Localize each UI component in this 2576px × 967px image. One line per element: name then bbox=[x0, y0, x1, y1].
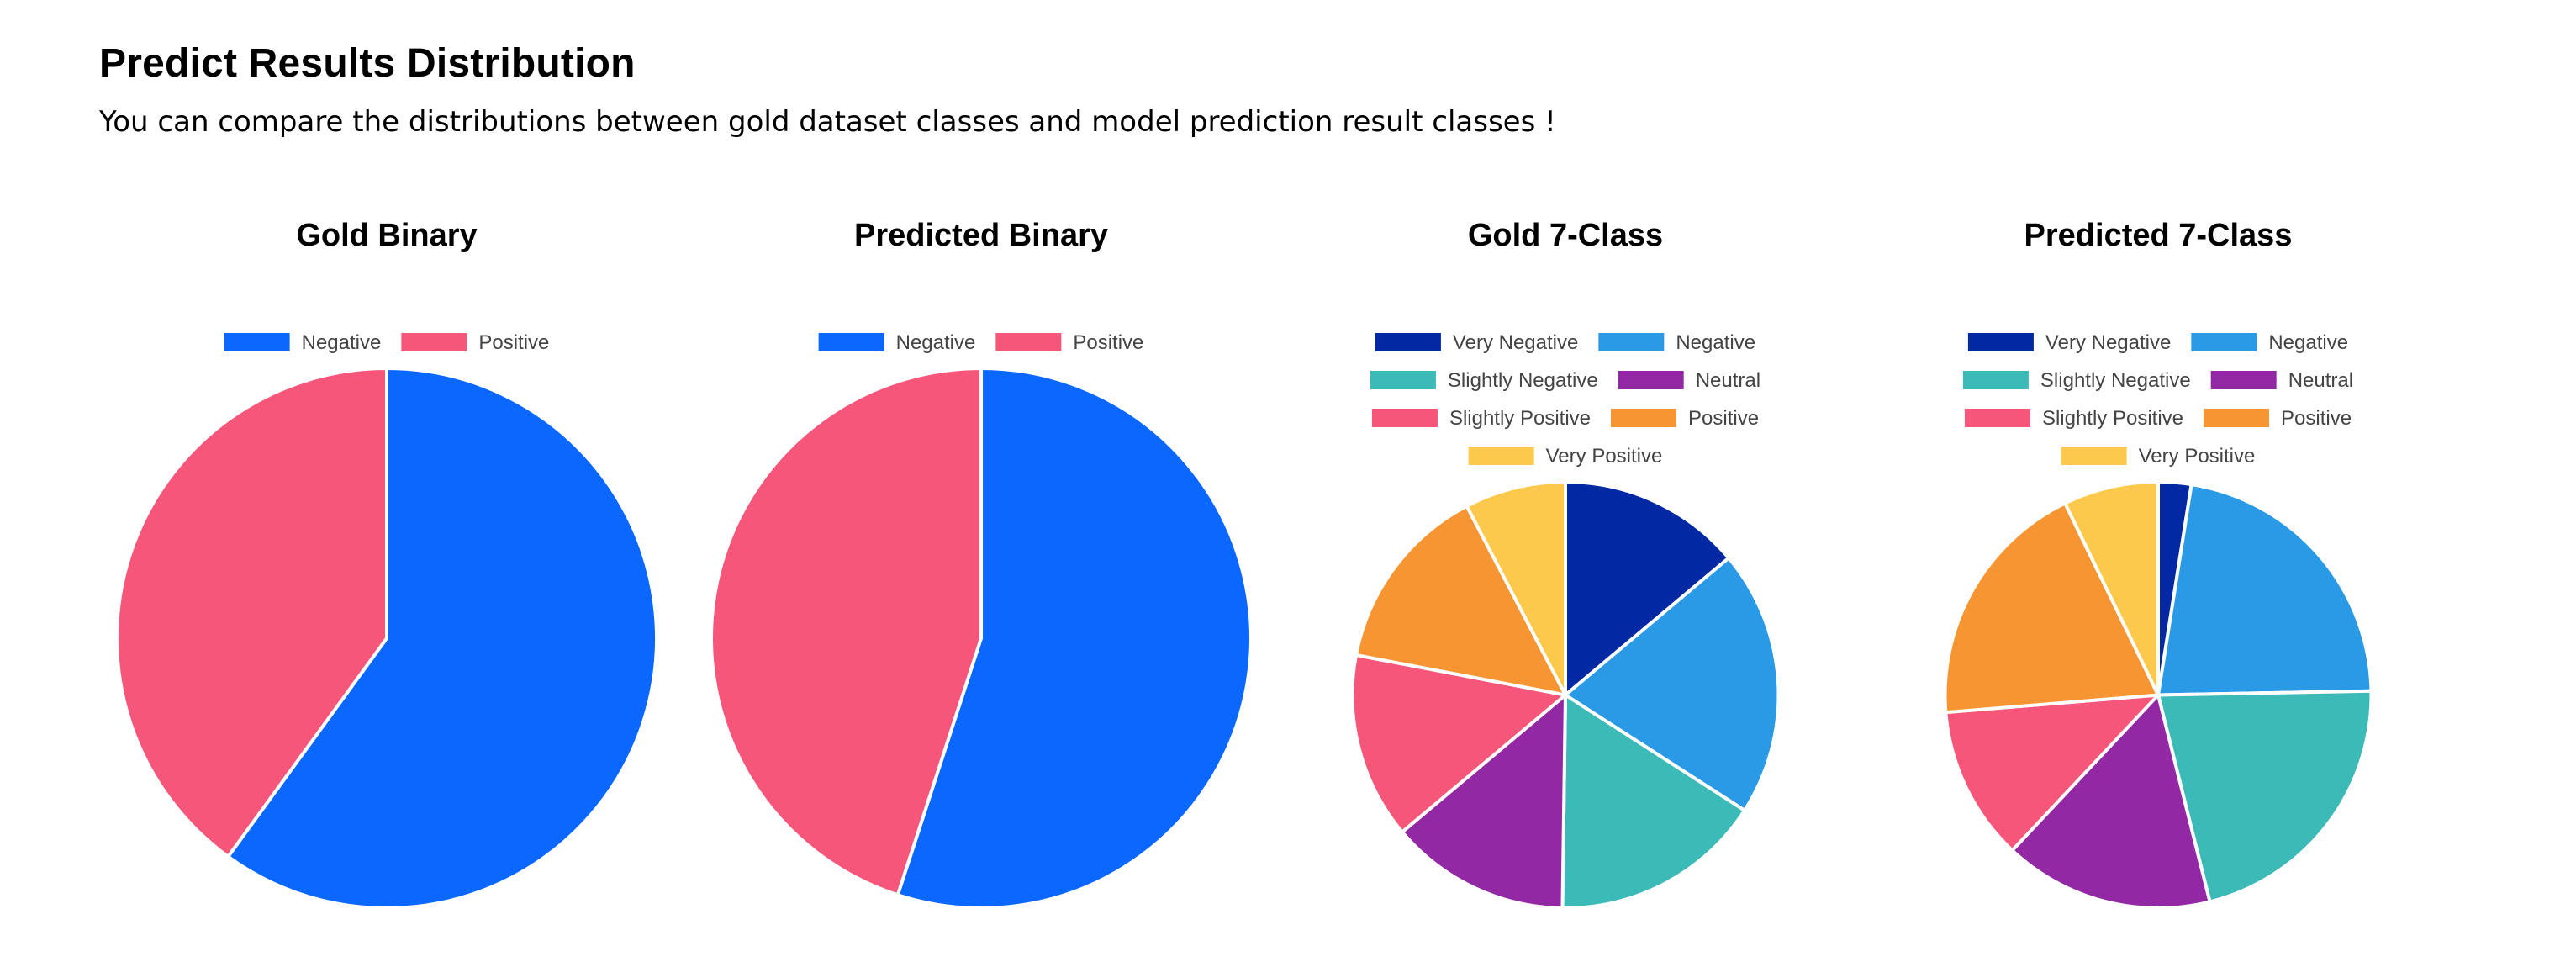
gold-7-class-legend-swatch-slightly-positive[interactable] bbox=[1371, 409, 1438, 427]
page-title: Predict Results Distribution bbox=[99, 41, 636, 86]
gold-7-class-chart-title: Gold 7-Class bbox=[1468, 218, 1663, 253]
predicted-7-class-legend-label-slightly-positive[interactable]: Slightly Positive bbox=[2042, 407, 2183, 430]
gold-binary-legend-label-positive[interactable]: Positive bbox=[478, 331, 549, 354]
gold-7-class-legend-label-neutral[interactable]: Neutral bbox=[1696, 369, 1760, 392]
page-subtitle: You can compare the distributions betwee… bbox=[99, 105, 1556, 139]
predicted-7-class-legend-label-very-negative[interactable]: Very Negative bbox=[2045, 331, 2171, 354]
gold-7-class-legend-label-slightly-positive[interactable]: Slightly Positive bbox=[1449, 407, 1591, 430]
page-header: Predict Results Distribution You can com… bbox=[99, 37, 2453, 141]
gold-binary-legend-label-negative[interactable]: Negative bbox=[302, 331, 382, 354]
predicted-binary-slice-positive[interactable] bbox=[710, 367, 983, 897]
predicted-7-class-slice-negative[interactable] bbox=[2156, 483, 2373, 697]
predicted-7-class-legend-swatch-very-positive[interactable] bbox=[2061, 447, 2127, 465]
predicted-7-class-slice-slightly-positive[interactable] bbox=[1944, 693, 2160, 853]
predicted-7-class-legend-label-slightly-negative[interactable]: Slightly Negative bbox=[2040, 369, 2191, 392]
predicted-binary-legend-label-positive[interactable]: Positive bbox=[1073, 331, 1143, 354]
predicted-7-class-legend-label-very-positive[interactable]: Very Positive bbox=[2139, 445, 2256, 468]
gold-binary-pie-chart: Gold Binary Negative Positive bbox=[115, 218, 658, 910]
gold-7-class-slice-neutral[interactable] bbox=[1400, 693, 1567, 910]
gold-binary-slice-negative[interactable] bbox=[226, 367, 658, 910]
gold-7-class-legend-swatch-positive[interactable] bbox=[1611, 409, 1677, 427]
gold-7-class-legend-label-slightly-negative[interactable]: Slightly Negative bbox=[1448, 369, 1598, 392]
gold-7-class-slice-very-positive[interactable] bbox=[1465, 480, 1567, 697]
gold-7-class-slice-positive[interactable] bbox=[1354, 504, 1567, 697]
gold-7-class-legend-label-positive[interactable]: Positive bbox=[1688, 407, 1759, 430]
charts-row: Gold Binary Negative Positive Predicted Bi… bbox=[0, 193, 2576, 933]
gold-binary-chart-title: Gold Binary bbox=[296, 218, 477, 253]
predicted-7-class-legend-swatch-neutral[interactable] bbox=[2210, 371, 2277, 389]
predicted-7-class-slice-very-positive[interactable] bbox=[2063, 480, 2160, 697]
gold-binary-legend-swatch-negative[interactable] bbox=[224, 333, 290, 351]
predicted-7-class-chart-title: Predicted 7-Class bbox=[2024, 218, 2293, 253]
predicted-7-class-legend-swatch-positive[interactable] bbox=[2204, 409, 2270, 427]
gold-7-class-legend-label-negative[interactable]: Negative bbox=[1676, 331, 1755, 354]
predicted-binary-legend-swatch-positive[interactable] bbox=[995, 333, 1062, 351]
gold-7-class-slice-negative[interactable] bbox=[1564, 556, 1781, 812]
gold-7-class-legend-label-very-positive[interactable]: Very Positive bbox=[1546, 445, 1663, 468]
predicted-7-class-legend-swatch-slightly-negative[interactable] bbox=[1962, 371, 2029, 389]
predicted-7-class-slice-neutral[interactable] bbox=[2010, 693, 2212, 910]
predicted-binary-slice-negative[interactable] bbox=[895, 367, 1253, 910]
predicted-binary-pie-chart: Predicted Binary Negative Positive bbox=[710, 218, 1253, 910]
gold-binary-legend-swatch-positive[interactable] bbox=[401, 333, 467, 351]
predicted-7-class-legend-label-positive[interactable]: Positive bbox=[2281, 407, 2352, 430]
gold-7-class-legend-label-very-negative[interactable]: Very Negative bbox=[1453, 331, 1578, 354]
gold-7-class-slice-slightly-positive[interactable] bbox=[1350, 653, 1567, 834]
gold-7-class-legend-swatch-slightly-negative[interactable] bbox=[1370, 371, 1436, 389]
gold-7-class-slice-slightly-negative[interactable] bbox=[1560, 693, 1747, 910]
predicted-binary-legend-swatch-negative[interactable] bbox=[818, 333, 884, 351]
gold-7-class-legend-swatch-negative[interactable] bbox=[1598, 333, 1665, 351]
gold-binary-slice-positive[interactable] bbox=[115, 367, 388, 859]
predicted-7-class-legend-label-negative[interactable]: Negative bbox=[2268, 331, 2348, 354]
gold-7-class-pie-chart: Gold 7-Class Very Negative Negative Slightl… bbox=[1350, 218, 1781, 910]
predicted-7-class-slice-positive[interactable] bbox=[1943, 501, 2160, 715]
gold-7-class-legend-swatch-very-negative[interactable] bbox=[1375, 333, 1441, 351]
predicted-7-class-legend-swatch-negative[interactable] bbox=[2191, 333, 2257, 351]
gold-7-class-slice-very-negative[interactable] bbox=[1564, 480, 1731, 697]
predicted-7-class-legend-swatch-slightly-positive[interactable] bbox=[1964, 409, 2030, 427]
gold-7-class-legend-swatch-neutral[interactable] bbox=[1618, 371, 1684, 389]
predicted-7-class-legend-swatch-very-negative[interactable] bbox=[1967, 333, 2034, 351]
predicted-7-class-slice-slightly-negative[interactable] bbox=[2156, 689, 2373, 904]
predicted-7-class-pie-chart: Predicted 7-Class Very Negative Negative Sl… bbox=[1943, 218, 2373, 910]
predicted-binary-chart-title: Predicted Binary bbox=[854, 218, 1108, 253]
predicted-binary-legend-label-negative[interactable]: Negative bbox=[896, 331, 976, 354]
gold-7-class-legend-swatch-very-positive[interactable] bbox=[1468, 447, 1534, 465]
predicted-7-class-legend-label-neutral[interactable]: Neutral bbox=[2288, 369, 2353, 392]
